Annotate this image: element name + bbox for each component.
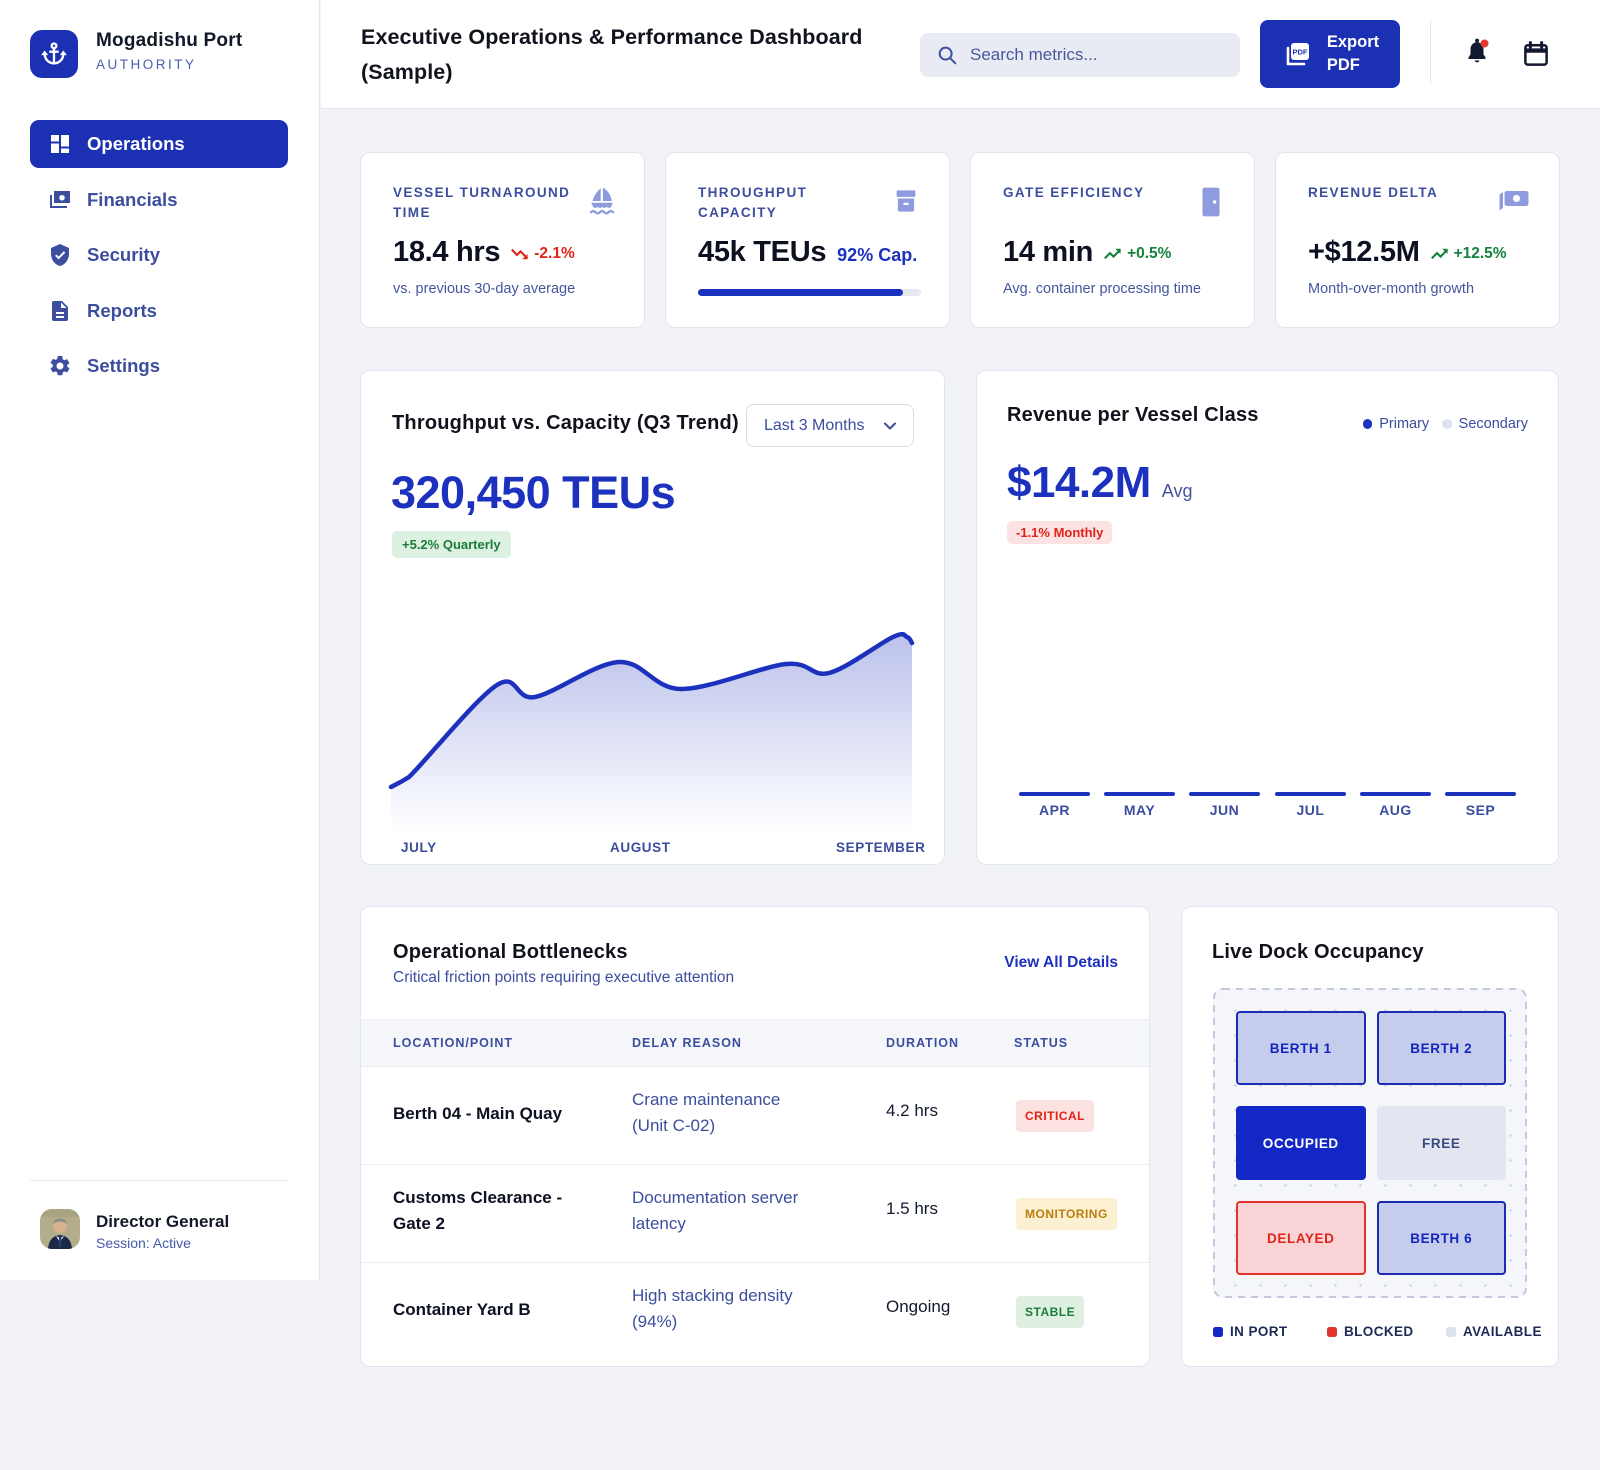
svg-text:PDF: PDF — [1292, 48, 1307, 57]
